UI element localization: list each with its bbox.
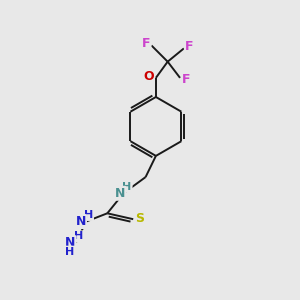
Text: N: N <box>65 236 76 249</box>
Text: H: H <box>84 210 93 220</box>
Text: F: F <box>185 40 194 52</box>
Text: H: H <box>74 231 83 241</box>
Text: H: H <box>65 247 74 256</box>
Text: H: H <box>122 182 132 192</box>
Text: N: N <box>76 215 86 228</box>
Text: N: N <box>115 187 125 200</box>
Text: O: O <box>143 70 154 83</box>
Text: F: F <box>142 37 150 50</box>
Text: F: F <box>182 73 191 86</box>
Text: S: S <box>135 212 144 225</box>
